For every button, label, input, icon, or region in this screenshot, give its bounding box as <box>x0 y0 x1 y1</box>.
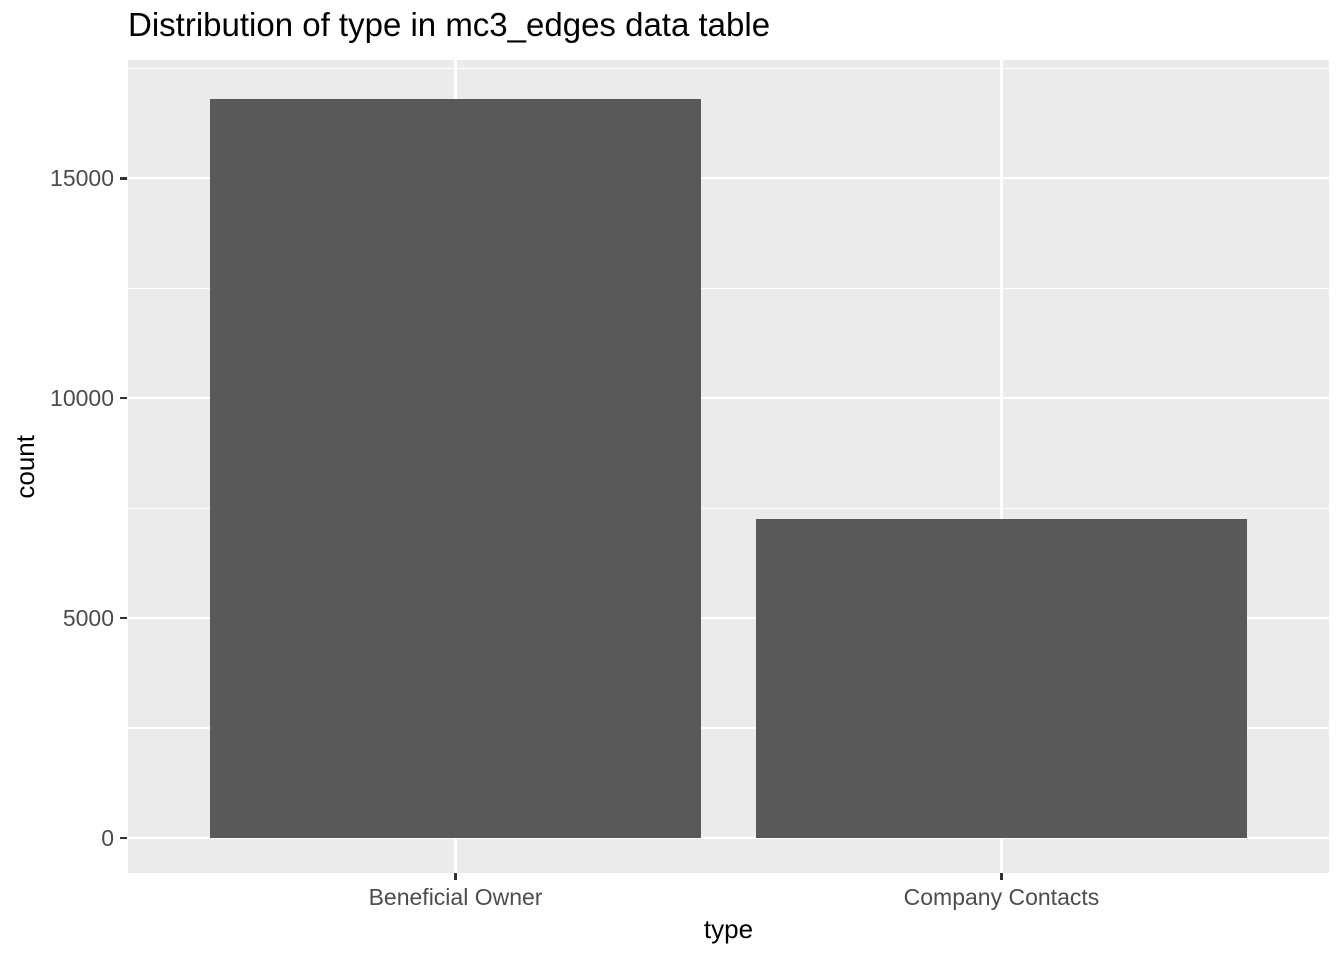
gridline-major <box>128 397 1329 400</box>
gridline-major <box>128 617 1329 620</box>
y-tick-label: 15000 <box>50 164 114 191</box>
x-tick-label: Company Contacts <box>903 884 1100 910</box>
y-tick-label: 5000 <box>62 604 114 631</box>
gridline-minor <box>128 507 1329 509</box>
y-tick-mark <box>120 616 127 620</box>
x-tick-mark <box>1000 873 1003 880</box>
x-tick-label: Beneficial Owner <box>368 884 543 910</box>
x-axis-title: type <box>703 914 754 944</box>
gridline-major <box>128 836 1329 840</box>
bar-beneficial-owner <box>209 99 702 839</box>
bar-company-contacts <box>755 519 1248 839</box>
plot-panel <box>128 60 1329 873</box>
y-tick-mark <box>120 836 127 840</box>
y-tick-mark <box>120 177 127 180</box>
chart-title: Distribution of type in mc3_edges data t… <box>128 6 771 43</box>
gridline-major <box>128 177 1329 180</box>
y-tick-label: 10000 <box>50 384 114 411</box>
gridline-major-vertical <box>1000 60 1003 873</box>
gridline-minor <box>128 287 1329 289</box>
y-tick-mark <box>120 396 127 400</box>
gridline-minor <box>128 67 1329 69</box>
y-tick-label: 0 <box>101 824 114 851</box>
x-tick-mark <box>454 873 457 880</box>
gridline-minor <box>128 727 1329 729</box>
y-axis-title-text: count <box>9 434 40 499</box>
